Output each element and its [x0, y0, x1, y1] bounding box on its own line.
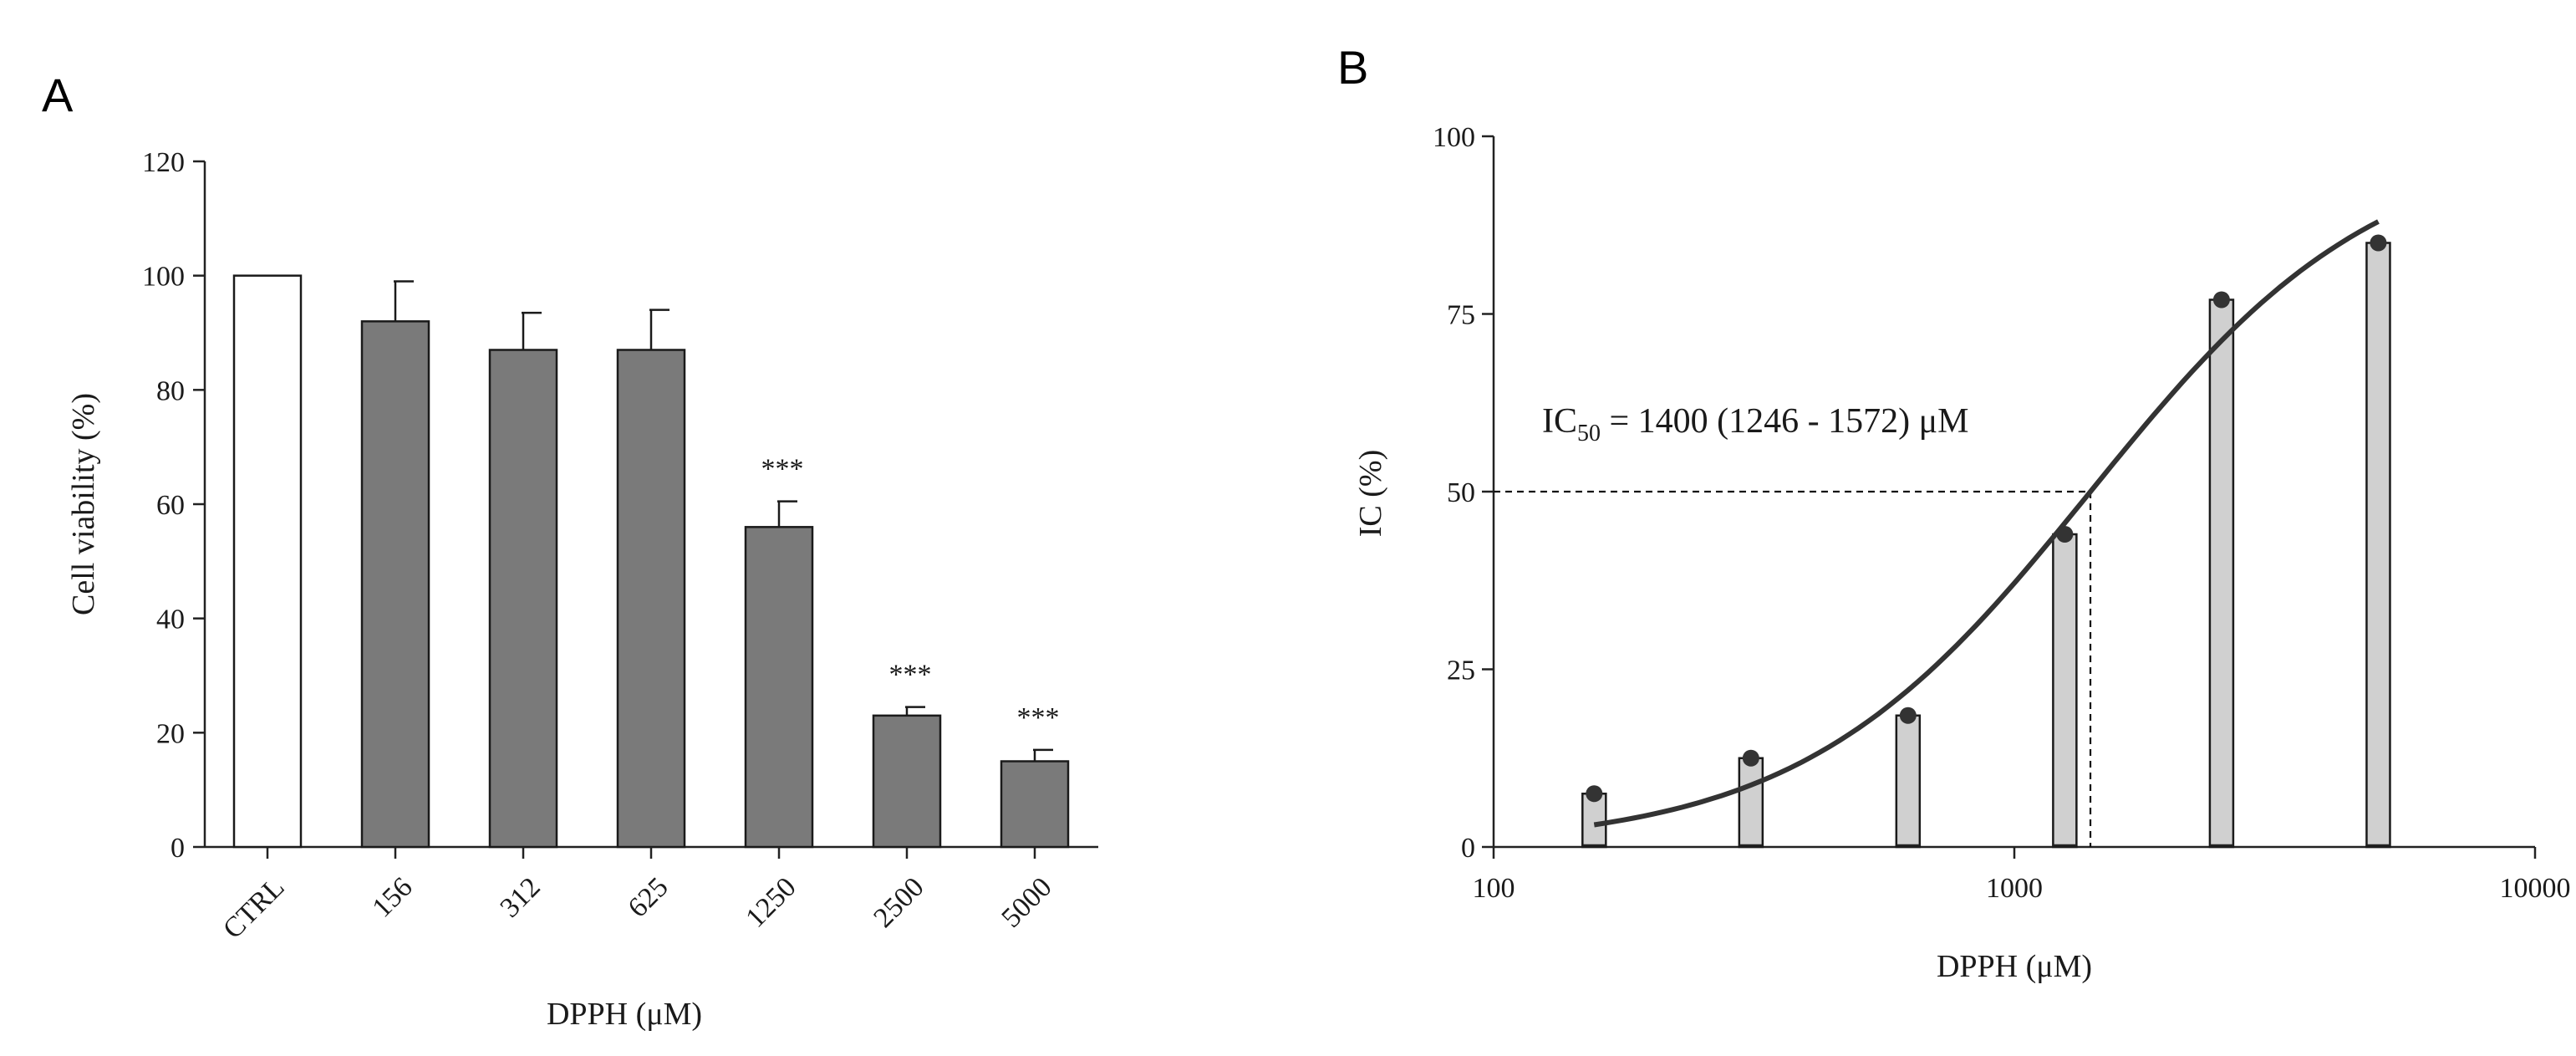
panel-b-fit-curve: [1593, 219, 2380, 828]
panel-a-x-tick-label: 156: [366, 871, 418, 923]
panel-a-bar: [1000, 760, 1070, 849]
panel-b-point: [1899, 707, 1917, 724]
panel-b-point: [1586, 785, 1603, 803]
panel-b-x-ticks: 100 1000 10000: [1473, 847, 2571, 904]
panel-a-bar: [616, 349, 686, 849]
panel-a-y-axis-title: Cell viability (%): [66, 393, 101, 615]
panel-b-y-tick-label: 0: [1461, 833, 1475, 864]
panel-a-x-tick-label: 2500: [868, 871, 929, 933]
panel-b-y-tick-label: 25: [1447, 656, 1475, 686]
panel-a-bar: [872, 714, 942, 849]
panel-a-y-tick-label: 40: [156, 605, 185, 635]
panel-b-bar: [2052, 533, 2078, 849]
panel-b-bar: [1738, 757, 1764, 849]
panel-a-x-axis-title: DPPH (μM): [547, 997, 702, 1032]
ic50-value-text: = 1400 (1246 - 1572) μM: [1601, 402, 1969, 441]
panel-b-bar: [1895, 714, 1922, 849]
ic50-subscript: 50: [1577, 421, 1601, 446]
panel-b-point: [1742, 749, 1759, 767]
panel-a-y-tick-label: 20: [156, 718, 185, 749]
panel-a-x-tick-label: CTRL: [217, 871, 291, 945]
panel-a-significance: ***: [761, 454, 804, 485]
panel-b-x-tick-label: 10000: [2500, 873, 2571, 904]
panel-a-y-tick-label: 60: [156, 490, 185, 521]
panel-b-ic50-annotation: IC50 = 1400 (1246 - 1572) μM: [1542, 402, 1969, 446]
panel-a-bars: *** *** ***: [232, 274, 1070, 849]
panel-b-x-axis-title: DPPH (μM): [1937, 949, 2092, 984]
ic50-prefix: IC: [1542, 402, 1577, 441]
panel-b-point: [2370, 234, 2387, 252]
panel-a-x-tick-label: 625: [622, 871, 674, 923]
panel-a-bar-chart: A 0 20 40 60 80 100 120 *** *** *** CTRL 156 312 62…: [42, 69, 1098, 1032]
panel-a-x-tick-label: 1250: [740, 871, 802, 933]
panel-a-bar: [488, 349, 558, 849]
panel-b-y-axis-title: IC (%): [1353, 450, 1388, 537]
panel-b-bars: [1581, 242, 2391, 849]
panel-b-y-tick-label: 75: [1447, 300, 1475, 331]
panel-b-point: [2212, 291, 2230, 309]
panel-b-points: [1586, 234, 2387, 803]
panel-b-bar: [1581, 793, 1607, 849]
panel-b-bar: [2208, 298, 2235, 849]
panel-b-point: [2056, 526, 2074, 543]
panel-a-y-tick-label: 0: [171, 833, 185, 864]
panel-a-x-tick-labels: CTRL 156 312 625 1250 2500 5000: [217, 847, 1058, 945]
panel-a-letter: A: [42, 69, 74, 121]
panel-b-x-tick-label: 1000: [1986, 873, 2043, 904]
panel-a-x-tick-label: 5000: [995, 871, 1057, 933]
panel-a-y-tick-label: 120: [142, 147, 185, 178]
panel-a-bar: [744, 526, 814, 849]
panel-b-ic50-guides: [1494, 490, 2092, 847]
panel-a-significance: ***: [889, 660, 932, 691]
panel-a-bar: [360, 320, 430, 849]
panel-b-letter: B: [1337, 41, 1368, 94]
panel-b-y-tick-label: 100: [1433, 122, 1475, 153]
panel-a-y-ticks: 0 20 40 60 80 100 120: [142, 147, 205, 864]
panel-a-bar: [232, 274, 303, 849]
panel-a-y-tick-label: 100: [142, 262, 185, 293]
panel-b-bar: [2365, 242, 2391, 849]
panel-b-y-ticks: 0 25 50 75 100: [1433, 122, 1494, 864]
panel-a-significance: ***: [1017, 702, 1060, 733]
panel-b-y-tick-label: 50: [1447, 477, 1475, 508]
panel-b-x-tick-label: 100: [1473, 873, 1515, 904]
panel-a-y-tick-label: 80: [156, 375, 185, 406]
panel-a-x-tick-label: 312: [494, 871, 546, 923]
